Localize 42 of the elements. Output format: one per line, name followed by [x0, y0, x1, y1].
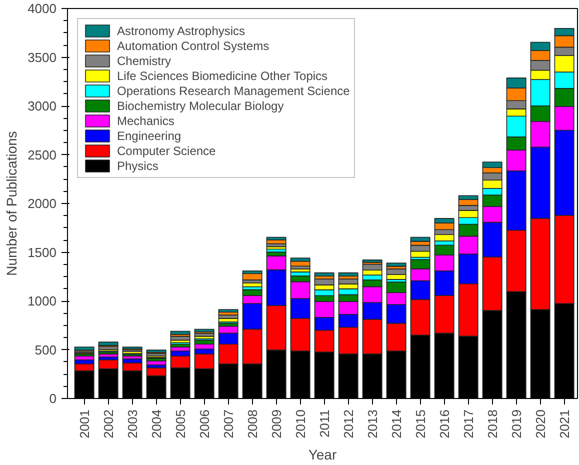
y-tick-label: 1500 — [28, 244, 56, 260]
x-tick-label: 2013 — [364, 410, 380, 438]
x-tick-label: 2011 — [316, 409, 332, 438]
y-tick-label: 1000 — [28, 294, 56, 308]
x-tick-label: 2003 — [124, 410, 140, 438]
legend-label: Physics — [117, 158, 158, 173]
legend-label: Biochemistry Molecular Biology — [117, 98, 284, 113]
legend-label: Life Sciences Biomedicine Other Topics — [117, 68, 328, 83]
x-tick-label: 2007 — [220, 410, 236, 438]
y-tick-label: 500 — [34, 342, 57, 358]
x-tick-label: 2019 — [508, 410, 524, 438]
x-tick-label: 2006 — [196, 410, 212, 438]
x-tick-label: 2017 — [460, 410, 476, 438]
x-tick-label: 2014 — [388, 410, 404, 438]
y-tick-label: 0 — [49, 391, 57, 406]
x-tick-label: 2015 — [412, 410, 428, 438]
legend-label: Engineering — [117, 128, 182, 143]
y-axis-title: Number of Publications — [4, 131, 20, 276]
x-tick-label: 2004 — [148, 410, 164, 438]
legend-label: Mechanics — [117, 113, 174, 128]
y-tick-label: 2500 — [28, 147, 56, 162]
legend-label: Chemistry — [117, 53, 172, 68]
x-axis-title: Year — [308, 446, 337, 462]
legend-label: Astronomy Astrophysics — [117, 23, 246, 38]
x-tick-label: 2002 — [100, 410, 116, 438]
x-tick-label: 2009 — [268, 410, 284, 438]
x-tick-label: 2018 — [484, 410, 500, 438]
y-tick-label: 4000 — [28, 1, 56, 16]
x-tick-label: 2001 — [76, 410, 92, 438]
x-tick-label: 2008 — [244, 410, 260, 438]
legend-label: Automation Control Systems — [117, 38, 270, 53]
x-tick-label: 2012 — [340, 410, 356, 438]
x-tick-label: 2016 — [436, 410, 452, 438]
x-tick-label: 2021 — [556, 410, 572, 438]
y-tick-label: 3000 — [28, 98, 56, 114]
x-tick-label: 2010 — [292, 410, 308, 438]
y-tick-label: 3500 — [28, 50, 56, 65]
x-tick-label: 2005 — [172, 410, 188, 438]
x-tick-label: 2020 — [532, 410, 548, 438]
legend-label: Operations Research Management Science — [117, 83, 350, 98]
y-tick-label: 2000 — [28, 196, 56, 211]
legend-label: Computer Science — [117, 143, 216, 158]
